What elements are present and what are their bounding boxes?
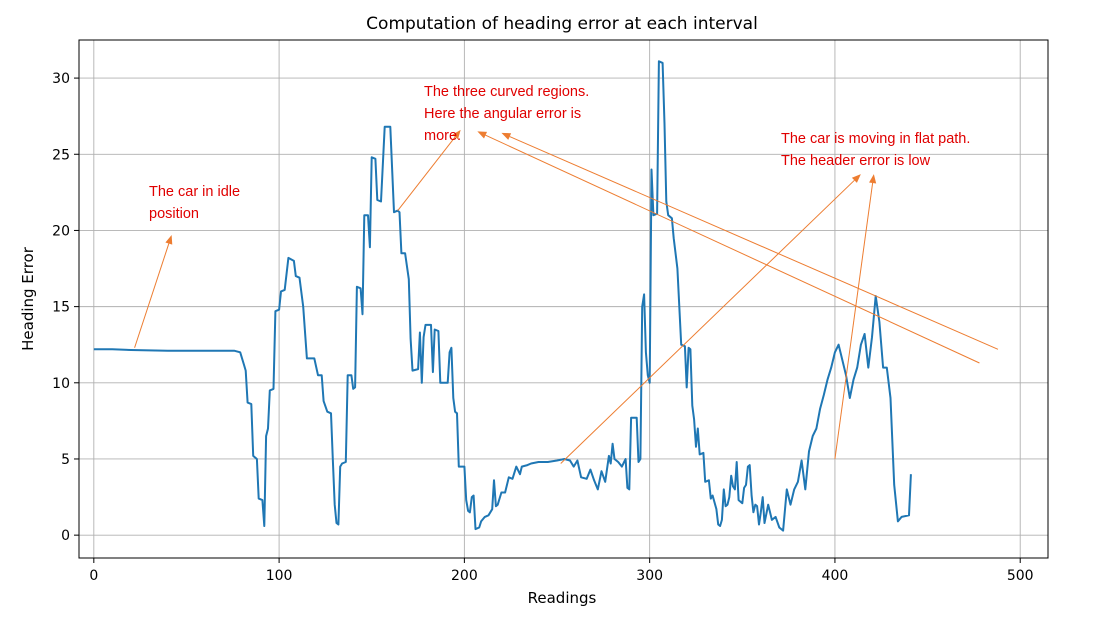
y-tick-label: 20 [52, 223, 70, 239]
annotation: The car in idle position [149, 184, 240, 222]
annotation-text: position [149, 206, 199, 222]
y-tick-label: 15 [52, 300, 70, 316]
y-axis-label: Heading Error [19, 246, 37, 351]
plot-series [93, 60, 912, 532]
annotation-arrowhead [452, 129, 461, 140]
annotation-text: more. [424, 128, 461, 144]
annotation-text: The car is moving in flat path. [781, 131, 970, 147]
annotation-arrowhead [477, 131, 488, 139]
annotation: The car is moving in flat path. The heade… [781, 131, 970, 169]
annotation-text: Here the angular error is [424, 106, 581, 122]
x-tick-label: 0 [89, 568, 98, 584]
y-tick-label: 30 [52, 71, 70, 87]
x-tick-label: 500 [1007, 568, 1034, 584]
annotation-arrowhead [501, 132, 512, 140]
annotation-arrowhead [851, 174, 861, 183]
chart-title: Computation of heading error at each int… [366, 14, 758, 34]
annotation-text: The three curved regions. [424, 84, 589, 100]
x-tick-label: 100 [266, 568, 293, 584]
annotation-arrow [485, 134, 980, 364]
annotation-text: The car in idle [149, 184, 240, 200]
annotation-arrow [560, 179, 855, 464]
x-tick-label: 200 [451, 568, 478, 584]
y-tick-label: 10 [52, 376, 70, 392]
plot-frame [78, 39, 1049, 559]
annotations: The car in idle position The three curved … [149, 84, 970, 222]
annotation: The three curved regions. Here the angula… [424, 84, 589, 144]
axis-ticks: 0 100 200 300 400 500 0 5 10 15 20 25 30 [52, 71, 1033, 584]
y-tick-label: 5 [61, 452, 70, 468]
x-tick-label: 400 [822, 568, 849, 584]
annotation-arrows [134, 129, 999, 464]
annotation-arrowhead [869, 174, 877, 184]
grid [79, 40, 1048, 558]
annotation-arrow [397, 136, 456, 211]
y-tick-label: 0 [61, 528, 70, 544]
annotation-arrowhead [165, 235, 173, 245]
annotation-text: The header error is low [781, 153, 931, 169]
series-line [93, 60, 912, 532]
annotation-arrow [509, 136, 999, 350]
x-tick-label: 300 [636, 568, 663, 584]
annotation-arrow [834, 182, 874, 460]
annotation-arrow [134, 243, 170, 348]
y-tick-label: 25 [52, 147, 70, 163]
x-axis-label: Readings [528, 589, 597, 607]
